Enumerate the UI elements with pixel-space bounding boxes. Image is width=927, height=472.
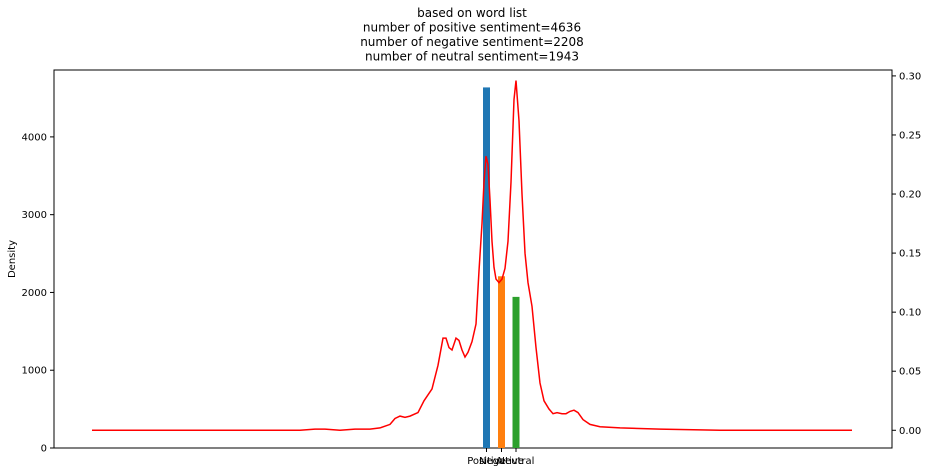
y-tick-label: 3000 bbox=[22, 210, 47, 221]
y-tick-label: 0 bbox=[41, 444, 47, 455]
y2-tick-label: 0.20 bbox=[899, 190, 921, 201]
y-tick-label: 2000 bbox=[22, 288, 47, 299]
bar-positive bbox=[483, 87, 490, 448]
plot-frame bbox=[53, 69, 893, 449]
x-tick-label-positive: Positive bbox=[467, 456, 506, 467]
y2-tick-label: 0.15 bbox=[899, 249, 921, 260]
bar-negative bbox=[498, 276, 505, 448]
y2-tick-label: 0.00 bbox=[899, 426, 921, 437]
y-axis-label: Density bbox=[7, 240, 18, 278]
y2-tick-label: 0.30 bbox=[899, 71, 921, 82]
y-tick-label: 1000 bbox=[22, 366, 47, 377]
y2-tick-label: 0.25 bbox=[899, 130, 921, 141]
y2-tick-label: 0.10 bbox=[899, 308, 921, 319]
title-line-3: number of negative sentiment=2208 bbox=[360, 35, 584, 49]
x-tick-label-neutral: Neutral bbox=[498, 456, 535, 467]
title-line-1: based on word list bbox=[417, 6, 527, 20]
y-axis-left: 0 1000 2000 3000 4000 bbox=[22, 132, 54, 455]
x-tick-label-negative: Negative bbox=[479, 456, 524, 467]
bar-neutral bbox=[512, 296, 520, 448]
title-line-2: number of positive sentiment=4636 bbox=[363, 21, 581, 35]
y-tick-label: 4000 bbox=[22, 132, 47, 143]
y2-tick-label: 0.05 bbox=[899, 367, 921, 378]
y-axis-right: 0.00 0.05 0.10 0.15 0.20 0.25 0.30 bbox=[892, 71, 921, 437]
density-line bbox=[92, 80, 852, 432]
density-curve bbox=[92, 80, 852, 432]
title-line-4: number of neutral sentiment=1943 bbox=[365, 50, 579, 64]
bars bbox=[483, 87, 520, 448]
